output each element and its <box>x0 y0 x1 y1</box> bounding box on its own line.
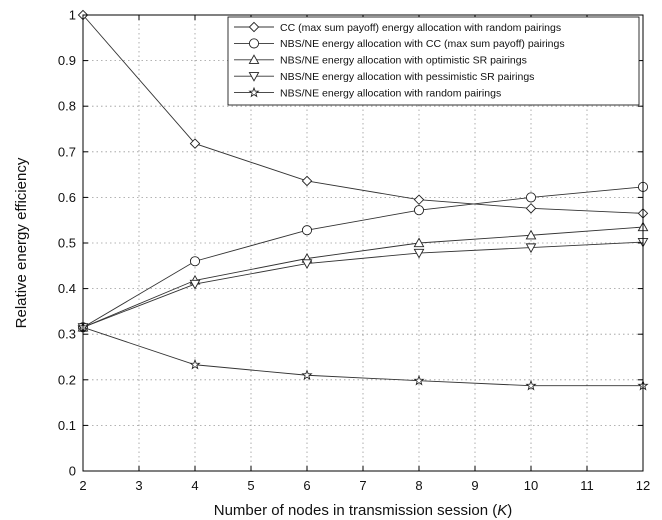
x-tick-label: 8 <box>415 478 422 493</box>
series-4-line <box>82 241 644 328</box>
x-axis-label: Number of nodes in transmission session … <box>214 502 512 519</box>
series-1-point <box>189 138 201 149</box>
legend-label: NBS/NE energy allocation with random pai… <box>280 87 501 99</box>
y-tick-label: 0.1 <box>58 418 76 433</box>
y-tick-label: 0.7 <box>58 144 76 159</box>
y-tick-label: 0.3 <box>58 327 76 342</box>
y-tick-label: 1 <box>69 8 76 23</box>
legend-item-2: NBS/NE energy allocation with CC (max su… <box>234 38 565 50</box>
y-tick-label: 0.4 <box>58 281 76 296</box>
series-4-point <box>301 259 313 270</box>
series-1-line <box>82 14 644 214</box>
x-tick-label: 2 <box>79 478 86 493</box>
legend-item-3: NBS/NE energy allocation with optimistic… <box>234 54 527 67</box>
series-2-point <box>525 192 537 203</box>
x-tick-label: 10 <box>524 478 538 493</box>
y-tick-label: 0.8 <box>58 99 76 114</box>
x-tick-label: 5 <box>247 478 254 493</box>
series-4-point <box>189 279 201 290</box>
y-tick-label: 0.5 <box>58 236 76 251</box>
series-5-point <box>301 369 313 380</box>
x-tick-label: 7 <box>359 478 366 493</box>
x-tick-label: 6 <box>303 478 310 493</box>
y-axis-label: Relative energy efficiency <box>13 157 30 328</box>
legend-marker <box>248 54 260 64</box>
series-5-point <box>413 374 425 386</box>
y-tick-label: 0.2 <box>58 372 76 387</box>
series-3-point <box>525 229 537 240</box>
legend-item-4: NBS/NE energy allocation with pessimisti… <box>234 71 534 83</box>
series-5-point <box>525 379 537 391</box>
series-1-point <box>525 203 537 214</box>
series-1-point <box>413 194 425 205</box>
x-tick-label: 4 <box>191 478 198 493</box>
legend-item-5: NBS/NE energy allocation with random pai… <box>234 86 501 99</box>
legend-marker <box>248 38 260 49</box>
series-2-point <box>301 225 313 236</box>
series-2-point <box>413 205 425 216</box>
legend-box <box>227 16 640 106</box>
x-tick-label: 3 <box>135 478 142 493</box>
legend-label: NBS/NE energy allocation with pessimisti… <box>280 71 534 83</box>
legend: CC (max sum payoff) energy allocation wi… <box>227 16 640 106</box>
series-2-line <box>82 186 644 328</box>
series-4-point <box>525 243 537 254</box>
legend-label: NBS/NE energy allocation with CC (max su… <box>280 38 565 50</box>
y-tick-label: 0.6 <box>58 190 76 205</box>
legend-label: NBS/NE energy allocation with optimistic… <box>280 55 527 67</box>
x-tick-label: 12 <box>636 478 650 493</box>
series-1-point <box>301 175 313 187</box>
series-4-point <box>413 248 425 259</box>
legend-marker <box>248 21 260 33</box>
legend-label: CC (max sum payoff) energy allocation wi… <box>280 22 561 34</box>
series-3-line <box>82 226 644 328</box>
series-1 <box>77 9 649 219</box>
series-5-point <box>189 358 201 370</box>
series-5-line <box>82 326 643 387</box>
legend-marker <box>248 72 260 82</box>
x-tick-label: 9 <box>471 478 478 493</box>
axis-ticks: 2 3 4 5 6 7 8 9 10 11 12 0 0.1 0.2 0.3 0.4 0.5 0.6 0.7 0.8 0… <box>58 8 650 494</box>
x-tick-label: 11 <box>580 478 594 493</box>
y-tick-label: 0.9 <box>58 53 76 68</box>
legend-marker <box>248 86 260 98</box>
legend-item-1: CC (max sum payoff) energy allocation wi… <box>234 21 561 34</box>
series-3-point <box>413 237 425 248</box>
y-tick-label: 0 <box>69 464 76 479</box>
series-2-point <box>189 256 201 267</box>
